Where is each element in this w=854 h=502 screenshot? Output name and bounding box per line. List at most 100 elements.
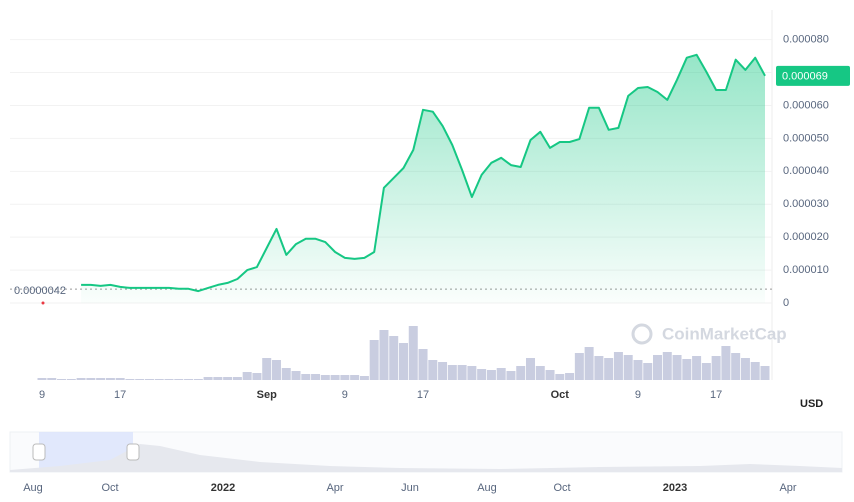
x-tick-label: 9	[39, 389, 45, 401]
volume-bar	[535, 366, 545, 380]
volume-bar	[721, 346, 731, 380]
y-tick-label: 0.000020	[783, 231, 829, 243]
volume-bar	[66, 379, 76, 380]
volume-bar	[526, 358, 535, 380]
watermark-logo	[631, 323, 653, 345]
volume-bar	[379, 330, 389, 380]
navigator-label: Apr	[779, 482, 796, 494]
plot	[10, 53, 772, 303]
volume-bar	[731, 353, 741, 380]
y-tick-label: 0.000050	[783, 132, 829, 144]
volume-bar	[223, 377, 233, 380]
y-tick-label: 0	[783, 297, 789, 309]
navigator-label: Oct	[553, 482, 570, 494]
volume-bar	[311, 374, 321, 380]
volume-bar	[604, 358, 614, 380]
volume-bar	[672, 355, 682, 380]
navigator-area	[10, 444, 842, 472]
volume-bar	[164, 379, 174, 380]
volume-bar	[47, 378, 57, 380]
volume-bar	[457, 365, 467, 380]
volume-bar	[682, 359, 692, 380]
volume-bar	[740, 358, 750, 380]
price-tag	[776, 65, 850, 86]
x-tick-label: Sep	[257, 389, 277, 401]
volume-bar	[438, 362, 448, 380]
volume-bar	[174, 379, 184, 380]
volume-bar	[623, 355, 633, 380]
area	[81, 54, 766, 303]
navigator-handle[interactable]	[32, 443, 46, 461]
x-tick-label: 17	[114, 389, 126, 401]
volume-bar	[242, 372, 252, 380]
price-tag-label: 0.000069	[782, 71, 828, 83]
volume-bar	[96, 378, 106, 380]
volume-bar	[359, 376, 369, 380]
volume-bar	[584, 347, 594, 380]
volume-bar	[447, 365, 457, 380]
volume-bar	[477, 369, 487, 380]
currency: USD	[800, 398, 823, 410]
volume-bar	[692, 356, 702, 380]
volume-bar	[496, 368, 506, 380]
volume-bar	[320, 375, 330, 380]
volume-bar	[76, 378, 86, 380]
volume-bar	[37, 378, 47, 380]
y-tick-label: 0.000080	[783, 34, 829, 46]
volume-bar	[516, 366, 526, 380]
navigator-label: 2023	[663, 482, 687, 494]
volume-bar	[105, 378, 115, 380]
volume-bar	[545, 370, 555, 380]
line	[81, 53, 766, 293]
navigator-handle[interactable]	[126, 443, 140, 461]
x-tick-label: 17	[710, 389, 722, 401]
volume-bar	[613, 352, 623, 380]
volume-bar	[350, 375, 360, 380]
x-tick-label: 9	[342, 389, 348, 401]
navigator-label: 2022	[211, 482, 235, 494]
x-tick-label: 17	[417, 389, 429, 401]
volume-bar	[203, 377, 213, 380]
volume-bar	[369, 340, 379, 380]
volume-bar	[86, 378, 96, 380]
navigator-labels: Aug Oct 2022 Apr Jun Aug Oct 2023 Apr	[23, 482, 797, 494]
x-tick-label: Oct	[551, 389, 570, 401]
reference-dot	[41, 301, 45, 305]
volume-bar	[486, 370, 496, 380]
y-tick-label: 0.000010	[783, 264, 829, 276]
y-tick-label: 0.000040	[783, 165, 829, 177]
volume-bar	[701, 363, 711, 380]
volume-bar	[57, 379, 67, 380]
volume-bar	[144, 379, 154, 380]
volume-bar	[643, 363, 653, 380]
navigator-label: Apr	[326, 482, 343, 494]
volume-bar	[330, 375, 340, 380]
y-tick-label: 0.000060	[783, 99, 829, 111]
watermark: CoinMarketCap	[662, 324, 787, 343]
volume-bar	[467, 366, 477, 380]
volume-bar	[213, 377, 223, 380]
volume-bar	[555, 374, 565, 380]
volume-bar	[340, 375, 350, 380]
navigator-label: Aug	[23, 482, 43, 494]
volume-bar	[418, 349, 428, 380]
volume-bar	[594, 356, 604, 380]
volume-bar	[398, 343, 408, 380]
volume-bar	[750, 362, 760, 380]
volume-bar	[633, 360, 643, 380]
volume-bar	[154, 379, 164, 380]
volume-bar	[252, 373, 262, 380]
volume-bar	[301, 374, 311, 380]
navigator	[9, 431, 843, 473]
volume-bar	[662, 352, 672, 380]
volume-bar	[135, 379, 145, 380]
volume-bar	[125, 379, 135, 380]
volume-bar	[506, 371, 516, 380]
volume-bar	[428, 360, 438, 380]
volume-bar	[565, 373, 575, 380]
x-tick-label: 9	[635, 389, 641, 401]
volume-bars	[37, 326, 770, 380]
y-tick-label: 0.000030	[783, 198, 829, 210]
